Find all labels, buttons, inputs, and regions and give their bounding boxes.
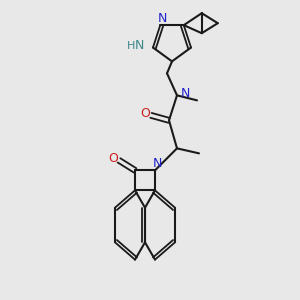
Text: N: N xyxy=(180,87,190,100)
Text: H: H xyxy=(127,40,135,50)
Text: O: O xyxy=(108,152,118,165)
Text: N: N xyxy=(152,157,162,170)
Text: N: N xyxy=(158,12,167,25)
Text: N: N xyxy=(134,39,144,52)
Text: O: O xyxy=(140,107,150,120)
